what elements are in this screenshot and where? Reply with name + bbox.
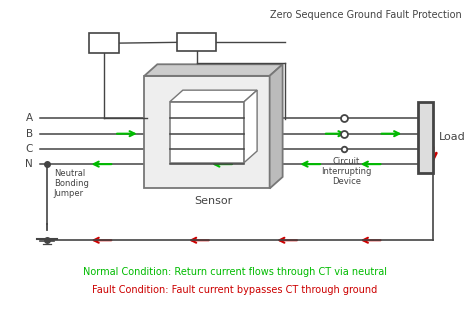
Bar — [89, 33, 119, 53]
Text: Circuit
Interrupting
Device: Circuit Interrupting Device — [321, 157, 372, 186]
Polygon shape — [270, 64, 283, 188]
Text: Load: Load — [438, 132, 465, 143]
Text: Sensor: Sensor — [194, 196, 233, 206]
Polygon shape — [170, 102, 244, 163]
Polygon shape — [244, 90, 257, 163]
Bar — [177, 33, 216, 51]
Text: Normal Condition: Return current flows through CT via neutral: Normal Condition: Return current flows t… — [83, 267, 387, 277]
Text: A: A — [26, 113, 33, 123]
Text: Zero Sequence Ground Fault Protection: Zero Sequence Ground Fault Protection — [271, 11, 462, 20]
Text: Neutral
Bonding
Jumper: Neutral Bonding Jumper — [54, 169, 89, 198]
Text: N: N — [25, 159, 33, 169]
Polygon shape — [144, 76, 270, 188]
Polygon shape — [170, 90, 257, 102]
Text: Test
Panel: Test Panel — [92, 33, 115, 53]
Text: C: C — [26, 144, 33, 154]
Text: B: B — [26, 129, 33, 139]
Text: Relay: Relay — [183, 38, 210, 47]
Polygon shape — [144, 64, 283, 76]
Text: Fault Condition: Fault current bypasses CT through ground: Fault Condition: Fault current bypasses … — [92, 286, 377, 295]
Bar — [418, 102, 433, 173]
